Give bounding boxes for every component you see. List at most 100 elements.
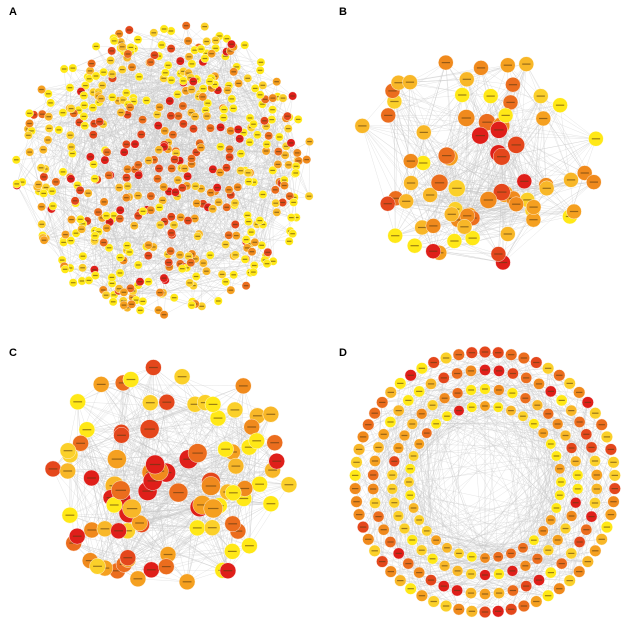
node-label — [251, 271, 256, 273]
node-label — [409, 423, 416, 425]
node-label — [199, 305, 205, 307]
node-label — [125, 53, 131, 55]
node-label — [169, 232, 174, 234]
node-label — [87, 70, 93, 72]
node-label — [296, 160, 301, 162]
node-label — [178, 216, 183, 218]
node-label — [294, 216, 299, 219]
node-label — [46, 116, 51, 118]
node-label — [38, 167, 44, 169]
node-label — [216, 201, 221, 203]
node-label — [387, 391, 394, 393]
node-label — [224, 206, 229, 208]
node-label — [187, 282, 192, 284]
node-label — [275, 96, 280, 98]
node-label — [93, 565, 102, 567]
node-label — [167, 266, 172, 268]
node-label — [254, 223, 260, 225]
node-label — [63, 234, 68, 236]
node-label — [189, 112, 194, 114]
node-label — [235, 186, 240, 188]
node-label — [203, 109, 208, 111]
node-label — [455, 608, 462, 610]
node-label — [154, 113, 160, 116]
node-label — [228, 523, 238, 525]
node-label — [45, 139, 51, 141]
node-label — [104, 227, 109, 229]
node-label — [283, 145, 289, 147]
node-label — [405, 81, 415, 83]
panel-label: B — [339, 6, 347, 18]
node-label — [177, 254, 183, 256]
node-label — [39, 88, 44, 91]
node-label — [237, 138, 242, 140]
node-label — [59, 259, 65, 261]
node-label — [193, 258, 198, 260]
node-label — [224, 167, 229, 169]
node-label — [207, 527, 217, 529]
node-label — [177, 60, 183, 62]
node-label — [395, 515, 402, 517]
node-label — [242, 44, 247, 46]
node-label — [27, 151, 32, 153]
node-label — [568, 447, 575, 449]
node-label — [508, 608, 515, 610]
node-label — [365, 424, 372, 426]
node-label — [245, 77, 250, 79]
node-label — [135, 164, 141, 166]
node-label — [173, 152, 179, 154]
node-label — [423, 432, 430, 434]
node-label — [114, 530, 123, 532]
node-label — [127, 251, 132, 253]
node-label — [607, 514, 615, 516]
node-label — [109, 282, 115, 284]
node-label — [520, 180, 529, 182]
node-label — [241, 132, 246, 134]
node-label — [289, 217, 294, 219]
node-label — [96, 383, 106, 385]
node-label — [290, 95, 295, 97]
node-label — [156, 167, 162, 170]
node-label — [46, 127, 52, 129]
node-label — [110, 96, 115, 98]
node-label — [181, 123, 186, 125]
node-label — [467, 370, 475, 372]
node-label — [273, 202, 278, 204]
node-label — [456, 410, 462, 412]
node-label — [544, 595, 552, 597]
node-label — [116, 33, 122, 35]
node-label — [120, 69, 125, 71]
node-label — [498, 261, 508, 264]
node-label — [104, 151, 110, 153]
node-label — [358, 125, 367, 127]
node-label — [280, 201, 285, 204]
node-label — [429, 250, 438, 252]
node-label — [125, 114, 130, 116]
node-label — [430, 600, 437, 603]
node-label — [197, 504, 208, 506]
node-label — [163, 553, 173, 556]
node-label — [106, 174, 112, 176]
node-label — [175, 179, 181, 181]
node-label — [124, 92, 129, 94]
node-label — [497, 191, 507, 193]
node-label — [157, 224, 163, 226]
node-label — [89, 63, 94, 65]
node-label — [208, 127, 213, 129]
node-label — [210, 168, 216, 170]
node-label — [157, 106, 162, 108]
node-label — [93, 45, 99, 47]
node-label — [418, 413, 425, 415]
node-label — [129, 303, 134, 305]
node-label — [584, 401, 591, 403]
node-label — [161, 146, 167, 148]
node-label — [118, 382, 128, 384]
node-label — [46, 93, 51, 95]
node-label — [503, 64, 512, 66]
node-label — [547, 390, 554, 392]
node-label — [80, 255, 86, 257]
node-label — [231, 465, 241, 467]
node-label — [591, 138, 601, 140]
node-label — [291, 196, 297, 198]
node-label — [146, 244, 151, 246]
